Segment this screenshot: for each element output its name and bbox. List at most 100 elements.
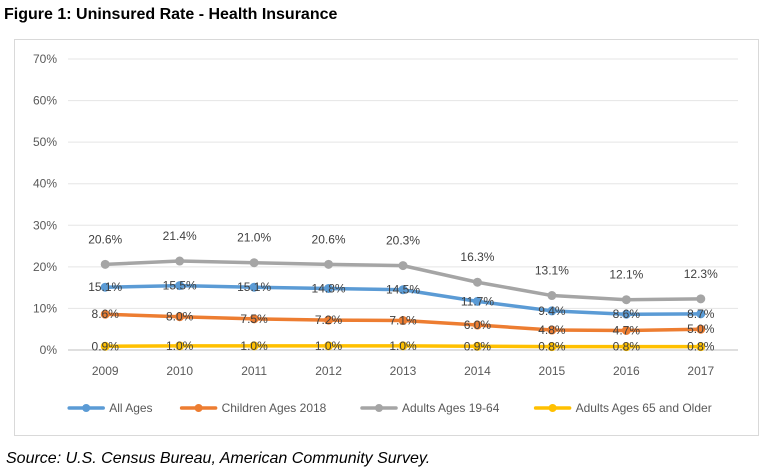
data-label: 20.6%: [88, 232, 122, 246]
legend: All Ages Children Ages 2018 Adults Ages 19…: [67, 401, 712, 415]
data-point: [249, 341, 259, 351]
legend-label: Adults Ages 19-64: [402, 401, 500, 415]
data-label: 13.1%: [535, 264, 569, 278]
data-labels: 15.1% 15.5% 15.1% 14.8% 14.5% 11.7% 9.4% 8.6% 8.…: [88, 229, 718, 354]
legend-marker: [375, 404, 383, 412]
y-tick-label: 30%: [33, 218, 57, 232]
data-point: [175, 341, 185, 351]
data-label: 21.0%: [237, 231, 271, 245]
data-point: [324, 341, 334, 351]
data-point: [175, 312, 185, 322]
data-label: 15.1%: [237, 280, 271, 294]
data-label: 12.1%: [609, 268, 643, 282]
data-label: 15.1%: [88, 280, 122, 294]
data-label: 6.0%: [464, 318, 492, 332]
y-tick-label: 60%: [33, 94, 57, 108]
data-label: 20.3%: [386, 234, 420, 248]
data-label: 7.1%: [389, 313, 417, 327]
data-point: [249, 258, 259, 268]
data-point: [696, 309, 706, 319]
data-label: 20.6%: [312, 232, 346, 246]
data-point: [472, 277, 482, 287]
legend-label: Adults Ages 65 and Older: [576, 401, 712, 415]
y-tick-label: 40%: [33, 177, 57, 191]
data-point: [398, 341, 408, 351]
data-point: [547, 342, 557, 352]
data-point: [100, 309, 110, 319]
data-point: [398, 315, 408, 325]
data-label: 16.3%: [460, 250, 494, 264]
data-label: 12.3%: [684, 267, 718, 281]
data-label: 0.8%: [613, 340, 641, 354]
data-point: [175, 281, 185, 291]
figure-title: Figure 1: Uninsured Rate - Health Insura…: [4, 6, 338, 23]
data-label: 8.7%: [687, 307, 715, 321]
data-label: 0.8%: [538, 340, 566, 354]
data-point: [472, 341, 482, 351]
data-point: [621, 342, 631, 352]
data-label: 14.8%: [312, 281, 346, 295]
data-label: 0.9%: [92, 339, 120, 353]
x-tick-label: 2017: [687, 364, 714, 378]
series-lines: [100, 256, 706, 352]
data-label: 21.4%: [163, 229, 197, 243]
x-tick-label: 2013: [390, 364, 417, 378]
data-point: [621, 309, 631, 319]
x-tick-label: 2014: [464, 364, 491, 378]
data-label: 1.0%: [166, 339, 194, 353]
data-label: 15.5%: [163, 279, 197, 293]
x-tick-label: 2011: [241, 364, 267, 378]
data-label: 7.2%: [315, 313, 343, 327]
data-point: [324, 283, 334, 293]
data-point: [324, 259, 334, 269]
data-label: 1.0%: [240, 339, 268, 353]
data-label: 14.5%: [386, 283, 420, 297]
x-tick-label: 2015: [539, 364, 566, 378]
data-label: 7.5%: [240, 312, 268, 326]
data-point: [100, 282, 110, 292]
data-label: 1.0%: [389, 339, 417, 353]
y-tick-label: 0%: [40, 343, 58, 357]
data-point: [696, 324, 706, 334]
data-point: [100, 259, 110, 269]
data-label: 5.0%: [687, 322, 715, 336]
data-label: 9.4%: [538, 304, 566, 318]
data-point: [547, 306, 557, 316]
data-point: [249, 314, 259, 324]
data-point: [398, 285, 408, 295]
y-tick-label: 20%: [33, 260, 57, 274]
data-label: 4.8%: [538, 323, 566, 337]
legend-marker: [82, 404, 91, 412]
data-point: [621, 325, 631, 335]
data-label: 0.8%: [687, 340, 715, 354]
x-tick-label: 2009: [92, 364, 119, 378]
data-label: 0.9%: [464, 339, 492, 353]
x-tick-label: 2016: [613, 364, 640, 378]
data-label: 4.7%: [613, 323, 641, 337]
legend-marker: [194, 404, 203, 412]
data-label: 8.6%: [613, 307, 641, 321]
x-tick-label: 2010: [166, 364, 193, 378]
data-point: [621, 295, 631, 305]
y-tick-label: 10%: [33, 301, 57, 315]
data-label: 11.7%: [461, 294, 494, 308]
data-point: [696, 342, 706, 352]
data-point: [398, 261, 408, 271]
data-point: [547, 325, 557, 335]
data-point: [249, 282, 259, 292]
y-tick-label: 50%: [33, 135, 57, 149]
x-tick-label: 2012: [315, 364, 342, 378]
data-label: 8.6%: [92, 307, 120, 321]
chart-frame: [14, 39, 759, 436]
legend-label: Children Ages 2018: [222, 401, 327, 415]
data-point: [472, 296, 482, 306]
legend-marker: [548, 404, 557, 412]
data-label: 1.0%: [315, 339, 343, 353]
legend-label: All Ages: [109, 401, 152, 415]
data-point: [100, 341, 110, 351]
data-label: 8.0%: [166, 310, 194, 324]
source-note: Source: U.S. Census Bureau, American Com…: [6, 450, 431, 467]
axes: 0% 10% 20% 30% 40% 50% 60% 70% 2009 2010 2011 2012 2…: [33, 52, 714, 378]
y-tick-label: 70%: [33, 52, 57, 66]
